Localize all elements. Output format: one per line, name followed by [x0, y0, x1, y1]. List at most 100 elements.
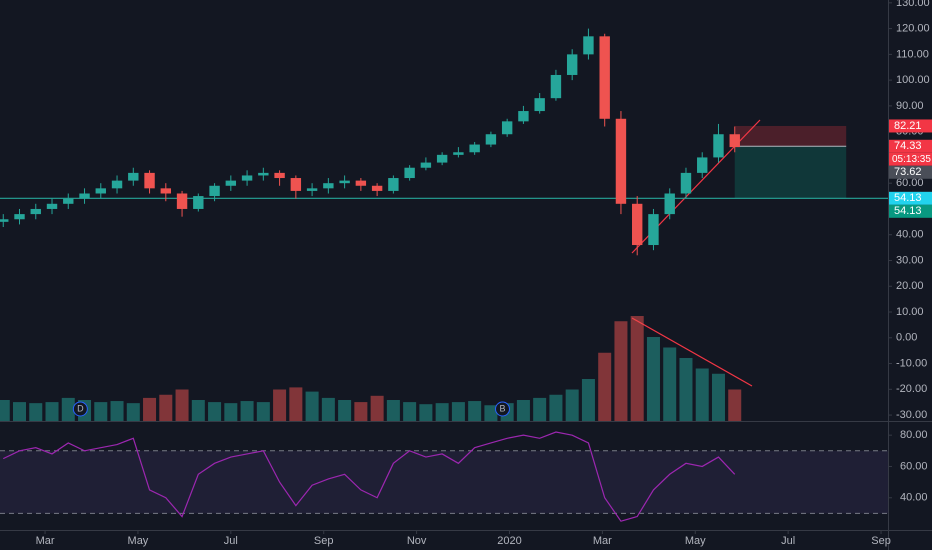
x-tick-label: May: [128, 535, 149, 547]
candle-body: [144, 172, 155, 189]
price-tag-label: 54.13: [894, 192, 922, 204]
price-tag-label: 73.62: [894, 166, 922, 178]
candle-body: [306, 188, 318, 191]
stop-zone: [734, 125, 847, 147]
price-tag-label: 54.13: [894, 205, 922, 217]
candle-body: [404, 167, 415, 179]
volume-bar: [516, 400, 530, 421]
countdown-label: 05:13:35: [892, 154, 931, 165]
candle-body: [632, 203, 643, 246]
y-tick-label: 110.00: [896, 48, 929, 60]
x-tick-label: 2020: [497, 535, 521, 547]
candle-body: [518, 111, 529, 122]
candle-body: [501, 121, 513, 135]
volume-bar: [370, 395, 384, 421]
candle-body: [323, 183, 334, 189]
candle-body: [176, 193, 188, 209]
price-tag: [889, 204, 932, 218]
volume-bar: [646, 337, 660, 421]
volume-bar: [484, 405, 498, 421]
candle-body: [111, 180, 123, 189]
event-marker: [72, 401, 88, 417]
volume-bar: [565, 389, 579, 421]
candle-body: [436, 154, 448, 163]
volume-bar: [321, 397, 335, 421]
volume-bar: [224, 403, 238, 421]
candle-body: [729, 134, 740, 148]
candle-body: [209, 185, 220, 197]
candle-body: [648, 214, 659, 246]
candle-body: [664, 193, 675, 215]
event-label: B: [500, 403, 506, 413]
candle-body: [0, 219, 9, 222]
x-tick-label: Jul: [781, 535, 795, 547]
y-tick-label: 60.00: [896, 177, 924, 189]
price-tag: [889, 191, 932, 205]
volume-bar: [533, 397, 547, 421]
volume-bar: [45, 402, 59, 421]
volume-bar: [630, 316, 644, 421]
volume-bar: [126, 403, 140, 421]
rsi-tick-label: 40.00: [900, 492, 928, 504]
candle-body: [469, 144, 480, 153]
volume-bar: [191, 400, 205, 421]
volume-bar: [354, 402, 368, 421]
rsi-tick-label: 80.00: [900, 429, 928, 441]
trendline: [631, 317, 753, 387]
volume-bar: [175, 389, 189, 421]
volume-bar: [451, 402, 465, 421]
candle-body: [14, 214, 25, 220]
volume-bar: [663, 347, 677, 421]
volume-bar: [403, 402, 417, 421]
volume-bar: [94, 402, 108, 421]
price-tag-label: 82.21: [894, 120, 922, 132]
volume-bar: [305, 391, 319, 421]
candle-body: [339, 180, 350, 184]
price-tag-label: 74.33: [894, 140, 922, 152]
candle-body: [615, 118, 627, 204]
candle-body: [534, 98, 545, 112]
volume-bar: [679, 358, 693, 421]
candle-body: [485, 134, 497, 145]
candle-body: [566, 54, 578, 75]
candle-body: [697, 157, 708, 173]
price-tag: [889, 119, 932, 133]
candle-body: [453, 152, 464, 155]
volume-bar: [711, 373, 725, 421]
candle-body: [420, 162, 432, 168]
candle-body: [290, 178, 302, 191]
countdown-tag: [889, 152, 932, 166]
x-tick-label: May: [685, 535, 706, 547]
rsi-tick-label: 60.00: [900, 460, 928, 472]
candle-body: [95, 188, 106, 194]
volume-bar: [29, 403, 43, 421]
y-tick-label: 100.00: [896, 74, 930, 86]
volume-bar: [581, 379, 595, 421]
volume-bar: [256, 402, 270, 421]
candle-body: [388, 178, 399, 191]
volume-bar: [110, 401, 124, 421]
candle-body: [79, 193, 90, 199]
volume-bar: [419, 404, 433, 421]
volume-bar: [208, 402, 222, 421]
event-label: D: [77, 403, 84, 413]
x-tick-label: Nov: [407, 535, 427, 547]
y-tick-label: 20.00: [896, 280, 924, 292]
volume-bar: [338, 400, 352, 421]
candle-body: [128, 172, 139, 181]
candle-body: [680, 172, 692, 194]
y-tick-label: -20.00: [896, 383, 927, 395]
volume-bar: [614, 321, 628, 421]
x-tick-label: Mar: [36, 535, 55, 547]
candle-body: [30, 208, 41, 215]
volume-bar: [386, 400, 400, 421]
y-tick-label: 0.00: [896, 332, 917, 344]
volume-bar: [695, 368, 709, 421]
volume-bar: [61, 397, 75, 421]
volume-bar: [273, 389, 287, 421]
price-tag: [889, 165, 932, 179]
candle-body: [371, 185, 383, 191]
x-tick-label: Sep: [871, 535, 891, 547]
volume-bar: [435, 403, 449, 421]
